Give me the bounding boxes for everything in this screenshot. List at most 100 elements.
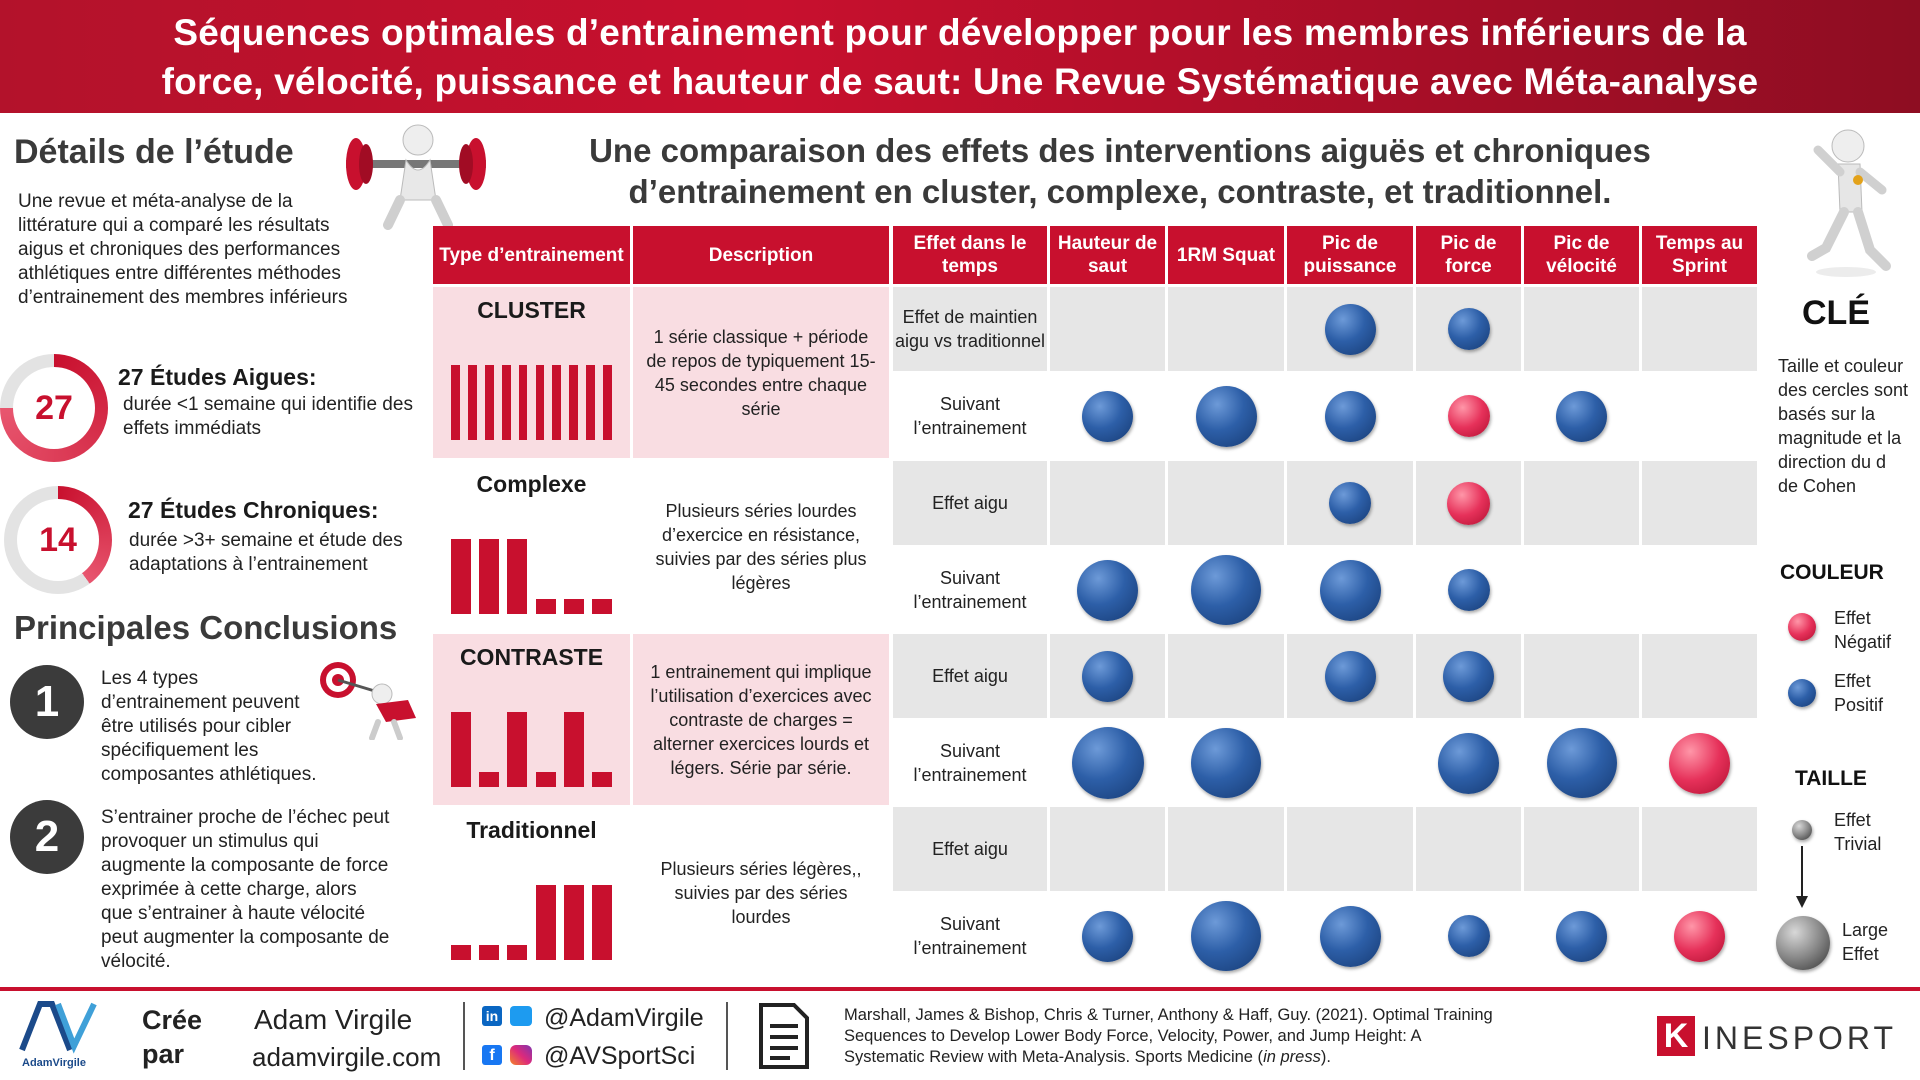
runner-illustration — [1807, 129, 1891, 277]
table-header-7: Pic de force — [1416, 226, 1521, 284]
key-trivial-dot — [1792, 820, 1812, 840]
effect-cell — [1642, 461, 1757, 545]
set-bar — [479, 539, 500, 614]
negative-effect-dot — [1447, 395, 1490, 437]
positive-effect-dot — [1082, 910, 1133, 962]
set-bar — [569, 365, 579, 440]
effect-cell — [1050, 807, 1165, 891]
effect-cell — [1642, 548, 1757, 632]
set-bar — [586, 365, 596, 440]
table-header-9: Temps au Sprint — [1642, 226, 1757, 284]
acute-studies-ring: 27 — [0, 354, 108, 462]
footer-handle-2[interactable]: @AVSportSci — [544, 1042, 696, 1070]
conclusion-1-number: 1 — [10, 665, 84, 739]
effect-cell — [1168, 287, 1284, 371]
positive-effect-dot — [1191, 555, 1261, 625]
type-cell-1 — [433, 287, 630, 458]
positive-effect-dot — [1319, 905, 1381, 967]
set-bar — [479, 945, 500, 960]
chronic-studies-title: 27 Études Chroniques: — [128, 497, 379, 523]
set-bar — [451, 945, 472, 960]
table-header-1: Type d’entrainement — [433, 226, 630, 284]
linkedin-icon[interactable]: in — [482, 1006, 502, 1026]
effect-cell — [1050, 287, 1165, 371]
footer-handle-1[interactable]: @AdamVirgile — [544, 1004, 704, 1032]
timing-cell: Suivant l’entrainement — [893, 374, 1047, 458]
set-bar — [535, 772, 556, 787]
set-bar — [552, 365, 562, 440]
positive-effect-dot — [1556, 910, 1607, 962]
set-bar — [451, 365, 460, 440]
set-bar — [603, 365, 612, 440]
citation-end: ). — [1320, 1048, 1331, 1066]
table-header-3: Effet dans le temps — [893, 226, 1047, 284]
footer-website[interactable]: adamvirgile.com — [252, 1042, 442, 1072]
conclusion-1-text: Les 4 types d’entrainement peuvent être … — [101, 668, 317, 785]
timing-cell: Effet aigu — [893, 807, 1047, 891]
footer-logo-text: AdamVirgile — [22, 1057, 86, 1069]
timing-cell: Suivant l’entrainement — [893, 894, 1047, 978]
weightlifter-illustration — [346, 124, 486, 230]
conclusions-title: Principales Conclusions — [14, 609, 398, 646]
effect-cell — [1524, 461, 1639, 545]
key-color-title: COULEUR — [1780, 561, 1884, 584]
details-title: Détails de l’étude — [14, 133, 294, 171]
positive-effect-dot — [1556, 390, 1607, 442]
positive-effect-dot — [1195, 385, 1257, 447]
set-bar — [507, 712, 528, 787]
positive-effect-dot — [1447, 308, 1490, 350]
chronic-studies-text: durée >3+ semaine et étude des adaptatio… — [129, 530, 403, 575]
key-positive-dot — [1788, 679, 1816, 707]
details-text: Une revue et méta-analyse de la littérat… — [18, 191, 348, 308]
positive-effect-dot — [1447, 915, 1490, 957]
positive-effect-dot — [1071, 727, 1144, 799]
table-header-2: Description — [633, 226, 889, 284]
set-bar — [591, 885, 612, 960]
description-cell-1: 1 série classique + période de repos de … — [633, 287, 889, 458]
table-header-4: Hauteur de saut — [1050, 226, 1165, 284]
main-title: Une comparaison des effets des intervent… — [470, 130, 1770, 212]
positive-effect-dot — [1438, 732, 1499, 794]
twitter-icon[interactable] — [510, 1006, 532, 1026]
acute-studies-number: 27 — [13, 367, 95, 449]
description-cell-3: 1 entrainement qui implique l’utilisatio… — [633, 634, 889, 805]
set-bar — [591, 772, 612, 787]
training-type-name: Complexe — [476, 471, 587, 497]
timing-cell: Suivant l’entrainement — [893, 721, 1047, 805]
positive-effect-dot — [1443, 650, 1494, 702]
key-text: Taille et couleur des cercles sont basés… — [1778, 356, 1909, 496]
effect-cell — [1524, 807, 1639, 891]
key-positive-label: Effet Positif — [1834, 671, 1884, 715]
footer-citation: Marshall, James & Bishop, Chris & Turner… — [844, 1005, 1504, 1068]
positive-effect-dot — [1546, 728, 1617, 798]
effect-cell — [1642, 807, 1757, 891]
key-large-dot — [1776, 916, 1830, 970]
instagram-icon[interactable] — [510, 1045, 532, 1065]
footer-created-by: Crée par — [142, 1005, 203, 1069]
set-bar — [535, 365, 545, 440]
key-trivial-label: Effet Trivial — [1834, 810, 1882, 854]
effect-cell — [1642, 287, 1757, 371]
effect-cell — [1050, 461, 1165, 545]
footer-name: Adam Virgile — [254, 1004, 413, 1035]
negative-effect-dot — [1669, 732, 1730, 794]
effect-cell — [1416, 807, 1521, 891]
size-arrow-icon — [1796, 846, 1808, 908]
positive-effect-dot — [1319, 559, 1381, 621]
table-header-5: 1RM Squat — [1168, 226, 1284, 284]
set-bar — [535, 885, 556, 960]
effect-cell — [1524, 287, 1639, 371]
effect-cell — [1287, 807, 1413, 891]
negative-effect-dot — [1447, 481, 1490, 525]
training-type-name: CLUSTER — [477, 297, 586, 323]
header-banner: Séquences optimales d’entrainement pour … — [0, 0, 1920, 113]
set-bar — [467, 365, 477, 440]
effect-cell — [1168, 807, 1284, 891]
set-bar — [507, 945, 528, 960]
main-title-line1: Une comparaison des effets des intervent… — [589, 132, 1651, 169]
acute-studies-text: durée <1 semaine qui identifie des effet… — [123, 394, 413, 439]
key-negative-label: Effet Négatif — [1834, 608, 1892, 652]
effect-cell — [1524, 634, 1639, 718]
facebook-icon[interactable]: f — [482, 1045, 502, 1065]
document-icon — [759, 1003, 809, 1069]
